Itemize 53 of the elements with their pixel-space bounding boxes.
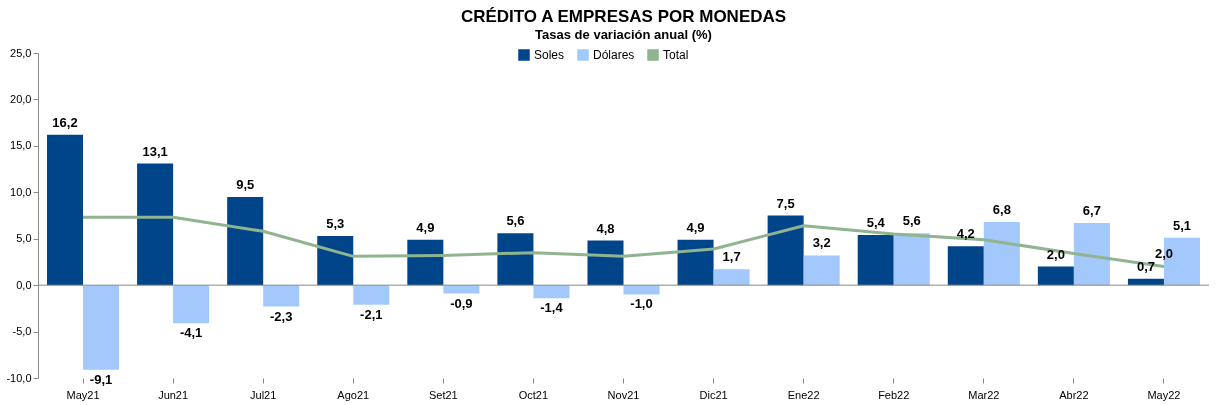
data-label: 6,7 — [1082, 202, 1101, 218]
x-tick-label: Dic21 — [699, 388, 728, 401]
data-label: 5,3 — [326, 215, 345, 231]
data-label: 5,6 — [506, 213, 525, 229]
x-tick-label: Jun21 — [158, 388, 189, 401]
chart-title: CRÉDITO A EMPRESAS POR MONEDAS — [460, 7, 787, 26]
legend-label: Soles — [534, 48, 565, 62]
x-tick-label: Set21 — [428, 388, 458, 401]
data-label: 5,6 — [902, 213, 921, 229]
data-label: 1,7 — [722, 249, 741, 265]
data-label: 3,2 — [812, 235, 831, 251]
data-label: -1,4 — [540, 300, 564, 316]
x-tick-label: Ago21 — [337, 388, 370, 401]
data-label: -4,1 — [179, 325, 203, 341]
y-tick-label: 15,0 — [10, 139, 32, 152]
y-tick-label: -5,0 — [12, 325, 32, 338]
data-label: 6,8 — [992, 202, 1011, 217]
x-tick-label: Oct21 — [518, 388, 549, 401]
x-tick-label: May21 — [66, 388, 100, 401]
y-tick-label: 0,0 — [16, 278, 32, 291]
x-tick-label: Jul21 — [250, 388, 277, 401]
data-label: 16,2 — [52, 114, 78, 130]
data-label: 9,5 — [236, 176, 255, 192]
data-label: 2,0 — [1154, 245, 1173, 261]
data-label: 4,2 — [956, 226, 975, 242]
x-tick-label: Mar22 — [968, 388, 1000, 401]
data-label: -9,1 — [89, 371, 113, 387]
data-label: 4,9 — [416, 219, 435, 235]
data-label: 4,9 — [686, 219, 705, 235]
data-label: -2,3 — [270, 308, 293, 324]
data-label: -0,9 — [450, 295, 473, 311]
data-label: -1,0 — [630, 296, 653, 312]
y-tick-label: 20,0 — [10, 92, 32, 105]
data-label: 4,8 — [596, 220, 615, 236]
data-label: 2,0 — [1046, 246, 1065, 262]
x-tick-label: Nov21 — [607, 388, 640, 401]
data-label: 7,5 — [776, 195, 795, 211]
y-tick-label: 5,0 — [16, 232, 32, 245]
x-tick-label: May22 — [1147, 388, 1181, 401]
data-label: 0,7 — [1136, 258, 1155, 274]
data-label: 13,1 — [142, 143, 168, 159]
y-tick-label: 25,0 — [10, 46, 32, 59]
legend-label: Total — [663, 48, 689, 62]
x-tick-label: Ene22 — [787, 388, 820, 401]
data-label: 5,4 — [866, 215, 886, 230]
y-tick-label: 10,0 — [10, 185, 32, 198]
x-tick-label: Feb22 — [878, 388, 910, 401]
data-label: 5,1 — [1172, 217, 1192, 233]
y-tick-label: -10,0 — [6, 371, 32, 384]
x-tick-label: Abr22 — [1059, 388, 1089, 401]
data-label: -2,1 — [360, 306, 383, 322]
chart-subtitle: Tasas de variación anual (%) — [535, 27, 712, 42]
legend-label: Dólares — [593, 48, 635, 62]
